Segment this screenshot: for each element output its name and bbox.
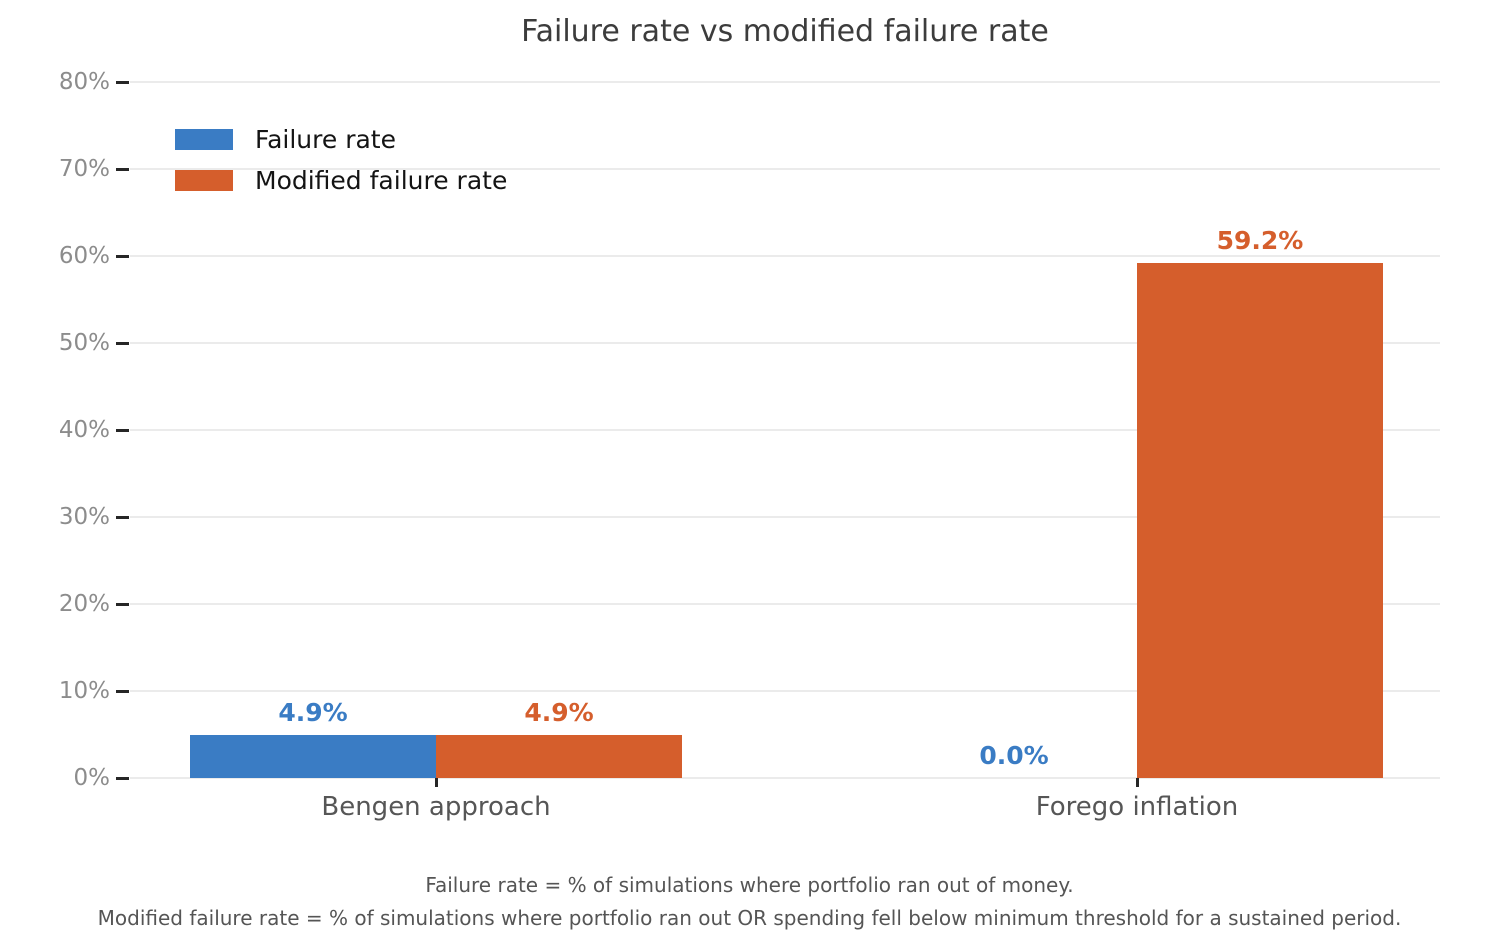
legend: Failure rate Modified failure rate bbox=[175, 125, 508, 211]
y-axis-tick-label-70: 70% bbox=[58, 156, 110, 182]
gridline-60 bbox=[130, 255, 1440, 257]
x-axis-category-label-bengen-approach: Bengen approach bbox=[321, 792, 551, 822]
gridline-50 bbox=[130, 342, 1440, 344]
x-axis-tick-bengen-approach bbox=[434, 778, 438, 787]
y-axis-tick-20 bbox=[116, 602, 129, 606]
legend-item-failure-rate: Failure rate bbox=[175, 125, 507, 154]
gridline-10 bbox=[130, 690, 1440, 692]
gridline-30 bbox=[130, 516, 1440, 518]
y-axis-tick-50 bbox=[116, 341, 129, 345]
y-axis-tick-label-20: 20% bbox=[58, 591, 110, 617]
y-axis-tick-80 bbox=[116, 80, 129, 84]
y-axis-tick-label-50: 50% bbox=[58, 330, 110, 356]
legend-swatch-modified-failure-rate bbox=[175, 170, 233, 191]
y-axis-tick-label-0: 0% bbox=[73, 765, 111, 791]
y-axis-tick-label-80: 80% bbox=[58, 69, 110, 95]
x-axis-category-label-forego-inflation: Forego inflation bbox=[1035, 792, 1239, 822]
bar-value-label-modified-failure-rate-forego-inflation: 59.2% bbox=[1216, 225, 1304, 255]
footnote-modified-failure-rate-definition: Modified failure rate = % of simulations… bbox=[97, 906, 1402, 930]
y-axis-tick-60 bbox=[116, 254, 129, 258]
legend-label-modified-failure-rate: Modified failure rate bbox=[255, 166, 508, 195]
gridline-80 bbox=[130, 81, 1440, 83]
bar-value-label-modified-failure-rate-bengen-approach: 4.9% bbox=[524, 698, 594, 728]
y-axis-tick-10 bbox=[116, 689, 129, 693]
y-axis-tick-label-10: 10% bbox=[58, 678, 110, 704]
gridline-70 bbox=[130, 168, 1440, 170]
gridline-20 bbox=[130, 603, 1440, 605]
chart-title: Failure rate vs modified failure rate bbox=[521, 14, 1049, 49]
y-axis-tick-label-60: 60% bbox=[58, 243, 110, 269]
bar-modified-failure-rate-forego-inflation bbox=[1137, 262, 1383, 778]
y-axis-tick-70 bbox=[116, 167, 129, 171]
legend-item-modified-failure-rate: Modified failure rate bbox=[175, 166, 508, 195]
y-axis-tick-30 bbox=[116, 515, 129, 519]
footnote-failure-rate-definition: Failure rate = % of simulations where po… bbox=[425, 873, 1074, 897]
legend-label-failure-rate: Failure rate bbox=[255, 125, 396, 154]
bar-value-label-failure-rate-bengen-approach: 4.9% bbox=[278, 698, 348, 728]
x-axis-tick-forego-inflation bbox=[1135, 778, 1139, 787]
bar-failure-rate-bengen-approach bbox=[190, 735, 436, 778]
y-axis-tick-40 bbox=[116, 428, 129, 432]
y-axis-tick-label-40: 40% bbox=[58, 417, 110, 443]
bar-value-label-failure-rate-forego-inflation: 0.0% bbox=[979, 741, 1049, 770]
legend-swatch-failure-rate bbox=[175, 129, 233, 150]
gridline-40 bbox=[130, 429, 1440, 431]
y-axis-tick-0 bbox=[116, 776, 129, 780]
y-axis-tick-label-30: 30% bbox=[58, 504, 110, 530]
bar-modified-failure-rate-bengen-approach bbox=[436, 735, 682, 778]
gridline-0 bbox=[130, 777, 1440, 779]
